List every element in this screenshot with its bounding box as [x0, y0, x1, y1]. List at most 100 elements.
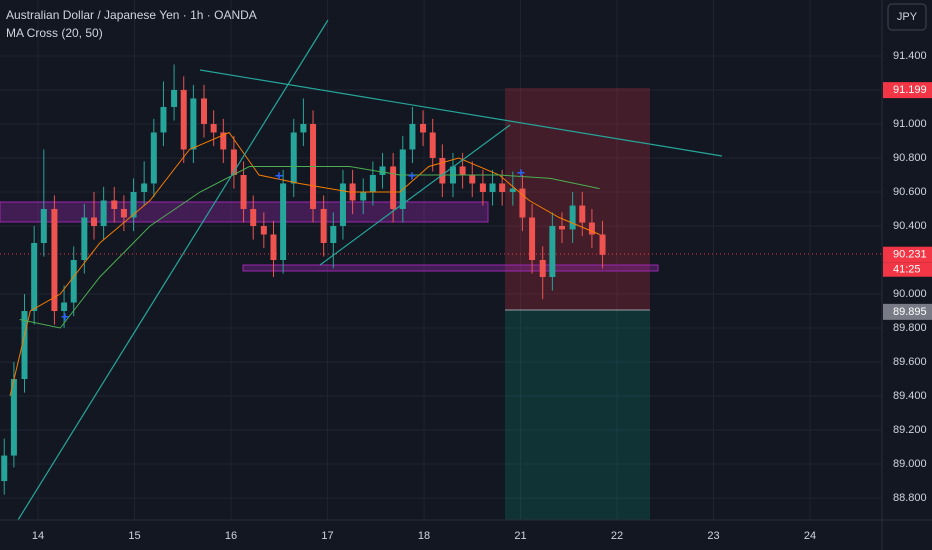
candle-body: [61, 302, 68, 312]
price-badge: [883, 246, 932, 263]
chart-title: Australian Dollar / Japanese Yen · 1h · …: [6, 8, 257, 22]
x-tick-label: 24: [804, 530, 816, 542]
cross-marker: +: [517, 165, 525, 181]
candle-body: [519, 188, 526, 218]
candle-body: [100, 200, 107, 226]
candle-body: [588, 222, 595, 235]
candle-body: [390, 166, 397, 209]
candle-body: [409, 123, 416, 150]
x-tick-label: 14: [32, 530, 44, 542]
candle-body: [479, 183, 486, 192]
candle-body: [439, 157, 446, 184]
price-badge-label: 91.199: [893, 84, 927, 96]
candle-body: [210, 123, 217, 133]
x-tick-label: 18: [418, 530, 430, 542]
candle-body: [150, 132, 157, 184]
y-tick-label: 90.600: [893, 186, 927, 198]
candle-body: [171, 89, 178, 107]
candle-body: [469, 174, 476, 184]
candle-body: [489, 183, 496, 192]
y-tick-label: 91.000: [893, 118, 927, 130]
cross-marker: +: [275, 168, 283, 184]
candle-body: [559, 225, 566, 230]
x-tick-label: 17: [321, 530, 333, 542]
candle-body: [120, 208, 127, 218]
zone-box: [242, 264, 659, 272]
x-tick-label: 21: [514, 530, 526, 542]
candle-body: [539, 260, 546, 278]
cross-markers: + + + +: [61, 165, 525, 325]
y-tick-label: 90.000: [893, 288, 927, 300]
currency-button[interactable]: [887, 3, 927, 31]
candle-body: [499, 183, 506, 192]
y-tick-label: 90.400: [893, 220, 927, 232]
candle-body: [81, 217, 88, 260]
candle-body: [111, 200, 118, 209]
candle-body: [399, 149, 406, 209]
cross-marker: +: [61, 309, 69, 325]
y-tick-label: 88.800: [893, 492, 927, 504]
trend-line: [319, 124, 511, 266]
stop-zone: [505, 88, 650, 310]
y-tick-label: 89.200: [893, 424, 927, 436]
candle-body: [250, 208, 257, 226]
price-badge: [883, 303, 932, 320]
candle-body: [260, 225, 267, 235]
y-tick-label: 89.600: [893, 356, 927, 368]
y-tick-label: 89.800: [893, 322, 927, 334]
candle-body: [190, 98, 197, 150]
y-tick-label: 90.800: [893, 152, 927, 164]
candle-body: [40, 208, 47, 243]
x-tick-label: 23: [707, 530, 719, 542]
candle-body: [330, 225, 337, 243]
countdown-label: 41:25: [893, 264, 921, 276]
candle-body: [10, 379, 17, 456]
candle-body: [1, 455, 8, 482]
cross-marker: +: [408, 168, 416, 184]
candle-body: [270, 234, 277, 260]
x-tick-label: 16: [225, 530, 237, 542]
candle-body: [51, 208, 58, 312]
candle-body: [339, 183, 346, 226]
candle-body: [369, 174, 376, 192]
candle-body: [141, 183, 148, 192]
countdown-badge: [883, 262, 932, 277]
candle-body: [21, 311, 28, 380]
candle-body: [160, 106, 167, 133]
candle-body: [280, 183, 287, 260]
currency-label[interactable]: JPY: [897, 11, 918, 23]
candle-body: [509, 188, 516, 192]
y-tick-label: 89.400: [893, 390, 927, 402]
candle-body: [420, 123, 427, 133]
trend-line: [199, 69, 723, 157]
candle-body: [70, 260, 77, 303]
candle-body: [130, 191, 137, 218]
candle-body: [579, 205, 586, 223]
candle-body: [529, 217, 536, 260]
candle-body: [360, 191, 367, 201]
candle-body: [230, 149, 237, 175]
candle-body: [429, 132, 436, 158]
indicator-label: MA Cross (20, 50): [6, 26, 103, 40]
moving-average: [19, 166, 600, 329]
candle-body: [379, 166, 386, 175]
candle-body: [200, 98, 207, 124]
candle-body: [90, 217, 97, 226]
candle-body: [240, 174, 247, 209]
moving-average: [9, 131, 600, 397]
candle-body: [549, 225, 556, 278]
price-badge-label: 89.895: [893, 306, 927, 318]
candle-body: [459, 166, 466, 175]
candle-body: [569, 205, 576, 230]
time-axis: [0, 520, 932, 550]
price-badge-label: 90.231: [893, 249, 927, 261]
candle-body: [31, 242, 38, 312]
candle-body: [300, 123, 307, 133]
y-tick-label: 91.400: [893, 50, 927, 62]
target-zone: [505, 310, 650, 520]
price-badge: [883, 82, 932, 99]
candle-body: [220, 132, 227, 150]
candle-body: [599, 234, 606, 255]
candle-body: [290, 132, 297, 184]
